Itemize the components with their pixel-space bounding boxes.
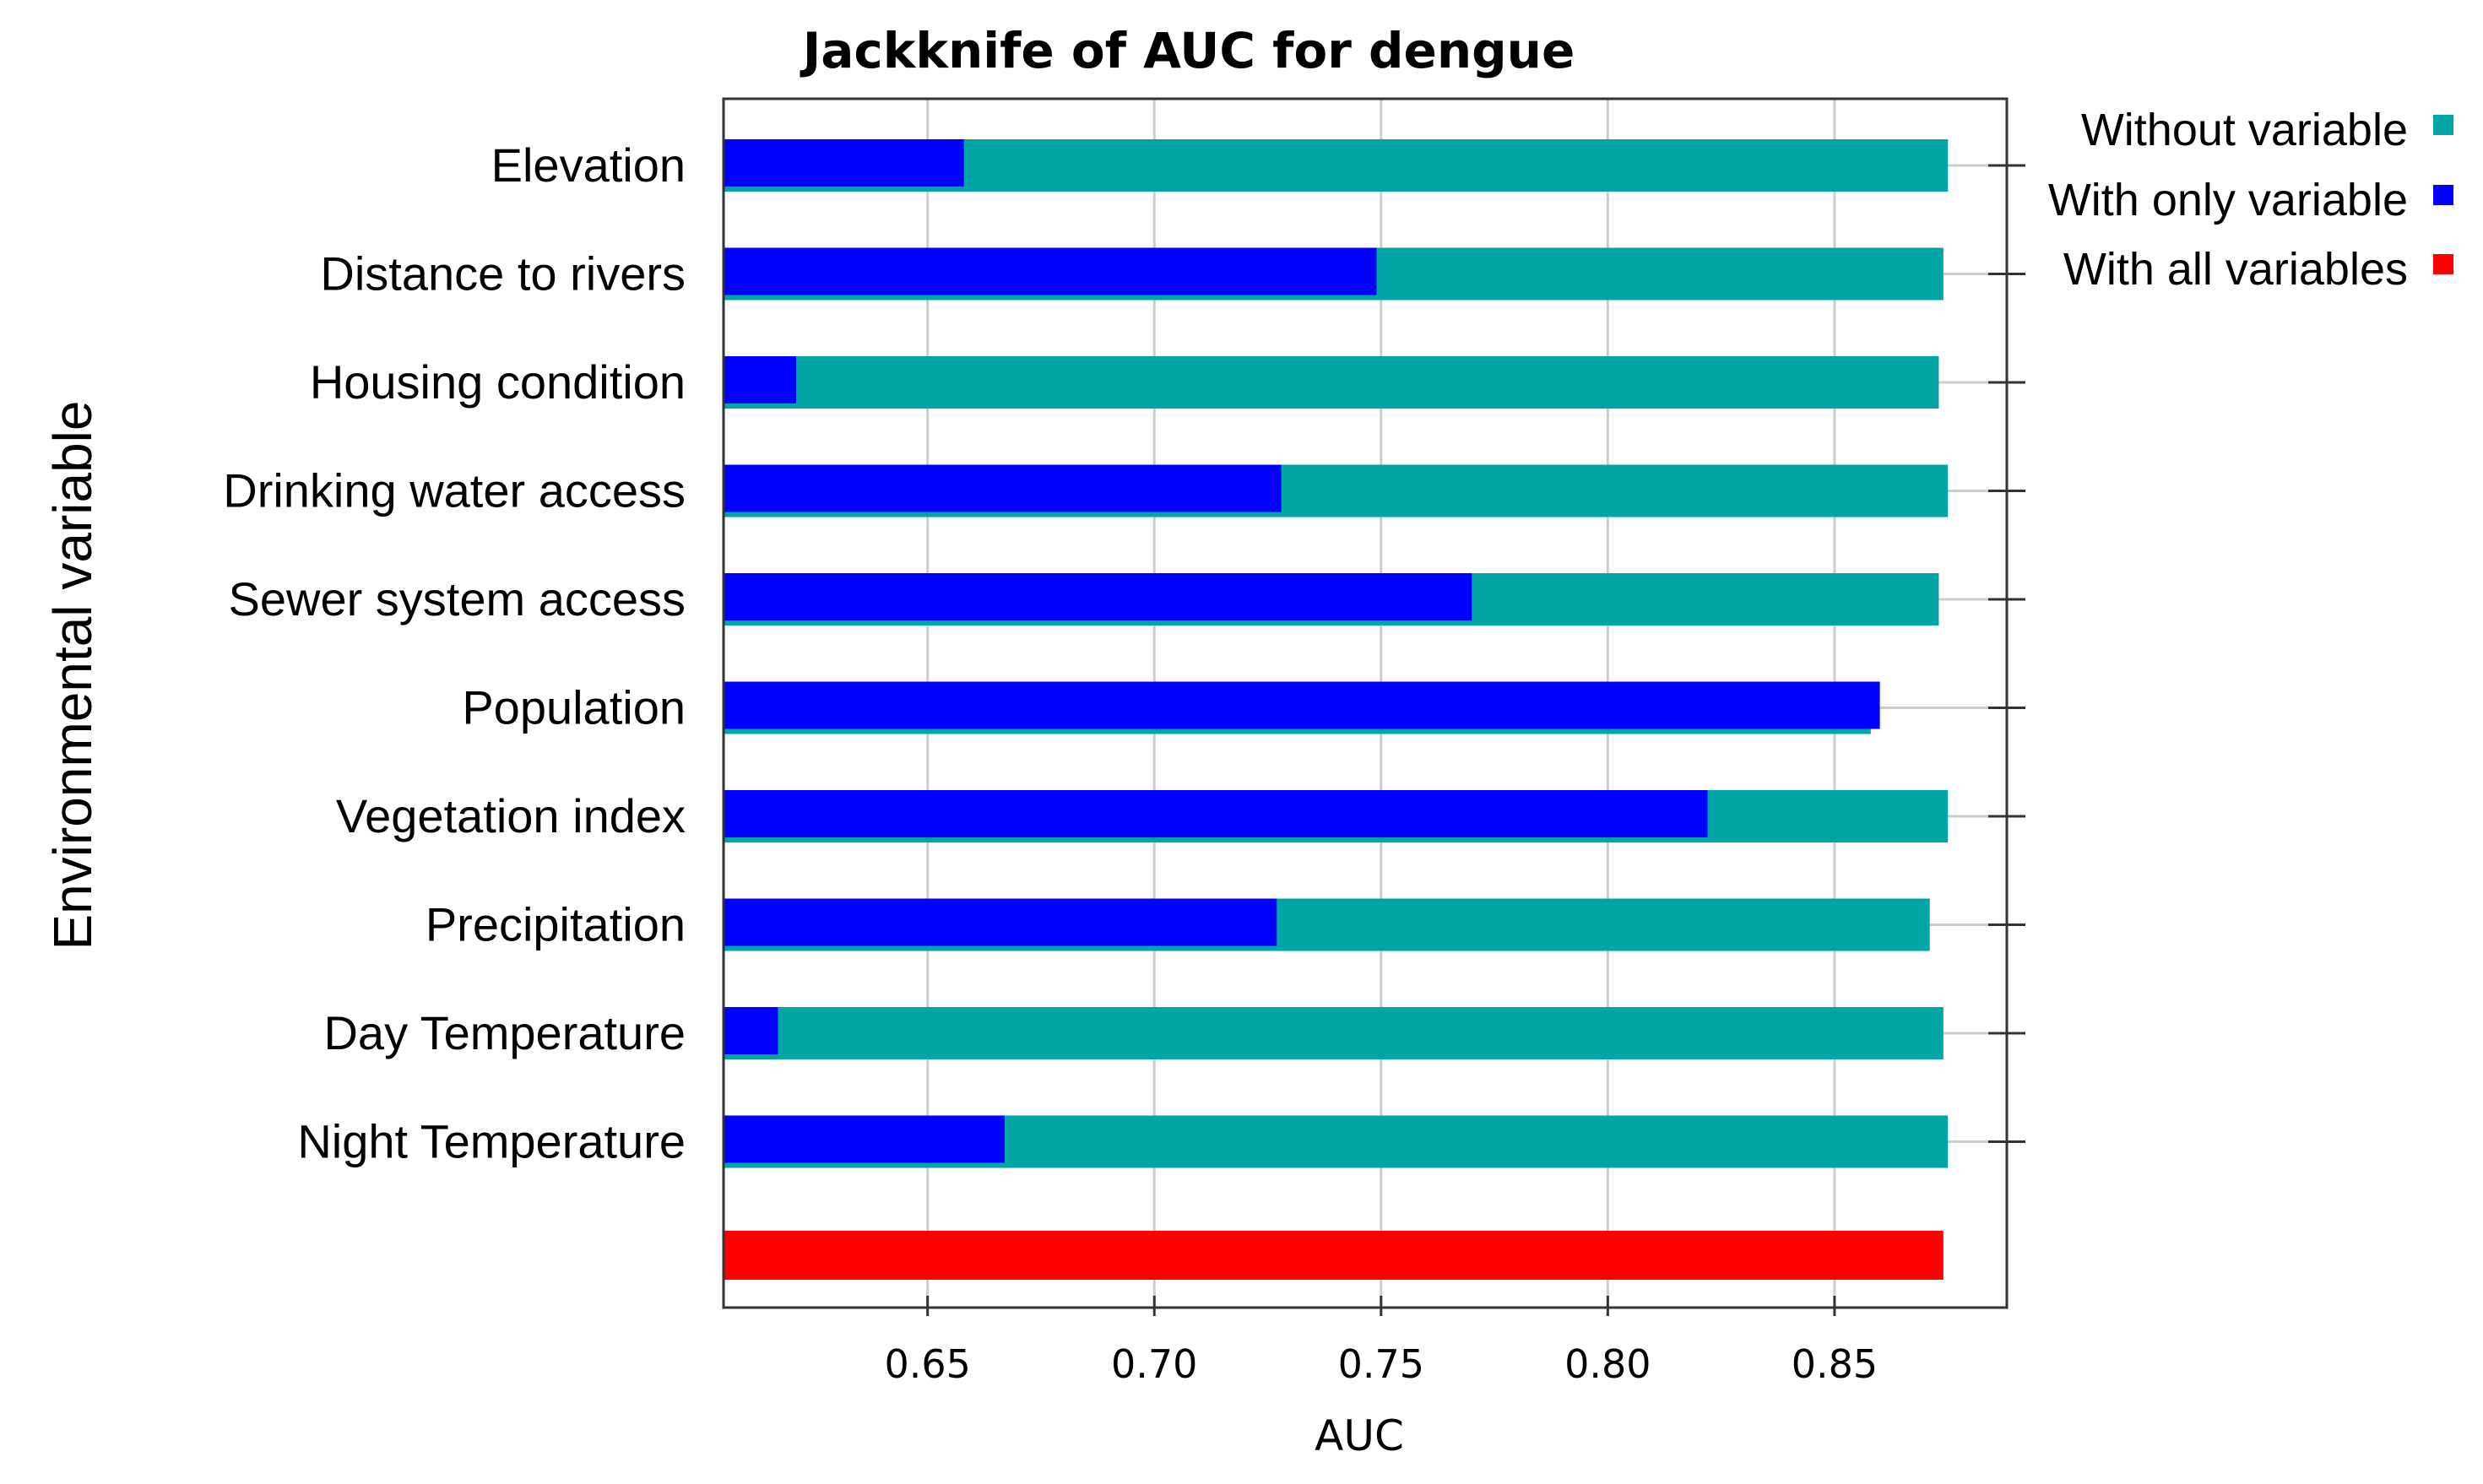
x-tick-label: 0.85 [1792,1341,1878,1387]
category-label: Elevation [491,138,686,192]
x-axis-label: AUC [1315,1411,1404,1460]
category-label: Vegetation index [336,789,686,842]
bar-with-only-variable [724,1115,1006,1163]
category-label: Housing condition [310,355,686,409]
x-tick-label: 0.75 [1338,1341,1424,1387]
bar-with-only-variable [724,573,1472,620]
bar-without-variable [724,1007,1944,1059]
legend: Without variable With only variable With a… [2048,105,2453,295]
category-label: Precipitation [426,898,686,951]
bar-with-only-variable [724,247,1377,295]
bar-with-only-variable [724,790,1708,837]
plot-frame [722,97,2009,1309]
category-label: Sewer system access [229,572,686,626]
category-label: Population [462,681,686,734]
bars-layer [724,139,1949,1280]
x-tick-label: 0.65 [884,1341,970,1387]
category-label: Day Temperature [323,1006,686,1059]
legend-swatch [2433,254,2453,274]
bar-with-all-variables [724,1231,1944,1280]
category-label: Drinking water access [223,464,686,517]
legend-label: With only variable [2048,175,2408,225]
bar-with-only-variable [724,898,1277,946]
chart-title: Jackknife of AUC for dengue [800,22,1575,79]
legend-swatch [2433,115,2453,135]
y-axis-label: Environmental variable [42,401,103,951]
legend-label: With all variables [2063,244,2408,295]
bar-with-only-variable [724,681,1880,729]
category-label: Night Temperature [297,1115,686,1168]
x-tick-label: 0.80 [1564,1341,1651,1387]
bar-with-only-variable [724,139,964,187]
labels-layer: Elevation Distance to rivers Housing condi… [223,138,686,1168]
x-tick-label: 0.70 [1111,1341,1197,1387]
category-label: Distance to rivers [320,247,686,301]
legend-swatch [2433,185,2453,205]
bar-without-variable [724,356,1939,409]
bar-with-only-variable [724,356,796,403]
bar-with-only-variable [724,1007,778,1054]
legend-label: Without variable [2081,105,2408,155]
bar-with-only-variable [724,464,1282,512]
ticks-layer: 0.65 0.70 0.75 0.80 0.85 [884,164,2025,1387]
